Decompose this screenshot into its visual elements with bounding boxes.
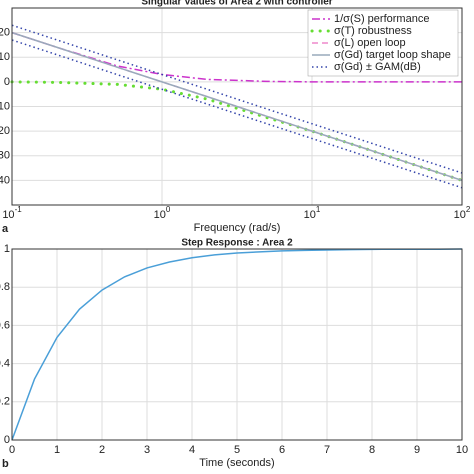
x-axis-label: Frequency (rad/s) (194, 222, 281, 234)
y-tick-label: 20 (0, 27, 10, 39)
legend-label: σ(L) open loop (334, 37, 406, 49)
x-tick-label: 8 (369, 444, 375, 456)
x-tick-label: 3 (144, 444, 150, 456)
x-tick-label: 101 (304, 205, 321, 221)
legend-box (307, 9, 459, 77)
panel-label: a (2, 223, 9, 235)
x-tick-label: 9 (414, 444, 420, 456)
y-tick-label: 0.2 (0, 396, 10, 408)
chart-title: Singular Values of Area 2 with controlle… (141, 0, 332, 8)
x-tick-label: 0 (9, 444, 15, 456)
y-tick-label: 1 (4, 243, 10, 255)
y-tick-label: 0 (4, 76, 10, 88)
x-axis-label: Time (seconds) (199, 457, 274, 469)
plot-frame (11, 248, 463, 441)
x-tick-label: 102 (454, 205, 471, 221)
y-tick-label: 0.6 (0, 319, 10, 331)
x-tick-label: 1 (54, 444, 60, 456)
x-tick-label: 4 (189, 444, 195, 456)
legend-label: σ(T) robustness (334, 25, 412, 37)
y-tick-label: 30 (0, 150, 10, 162)
y-tick-label: 40 (0, 174, 10, 186)
plot-frame (11, 7, 463, 206)
y-tick-label: 0 (4, 434, 10, 446)
x-tick-label: 100 (154, 205, 171, 221)
series-line (11, 31, 463, 182)
y-tick-label: 0.8 (0, 281, 10, 293)
y-tick-label: 20 (0, 125, 10, 137)
x-tick-label: 6 (279, 444, 285, 456)
x-tick-label: 10-1 (2, 205, 22, 221)
legend-label: 1/σ(S) performance (334, 13, 429, 25)
legend-label: σ(Gd) ± GAM(dB) (334, 61, 421, 73)
x-tick-label: 10 (456, 444, 468, 456)
chart-title: Step Response : Area 2 (181, 238, 293, 249)
x-tick-label: 2 (99, 444, 105, 456)
y-tick-label: 10 (0, 51, 10, 63)
x-tick-exponent: 0 (166, 205, 171, 214)
x-tick-exponent: -1 (15, 205, 23, 214)
x-tick-label: 7 (324, 444, 330, 456)
series-line (11, 31, 462, 83)
panel-label: b (2, 458, 9, 470)
series-line (10, 80, 464, 182)
legend-label: σ(Gd) target loop shape (334, 49, 451, 61)
x-tick-exponent: 2 (466, 205, 471, 214)
x-tick-label: 5 (234, 444, 240, 456)
x-tick-exponent: 1 (316, 205, 321, 214)
y-tick-label: 0.4 (0, 358, 10, 370)
y-tick-label: 10 (0, 100, 10, 112)
